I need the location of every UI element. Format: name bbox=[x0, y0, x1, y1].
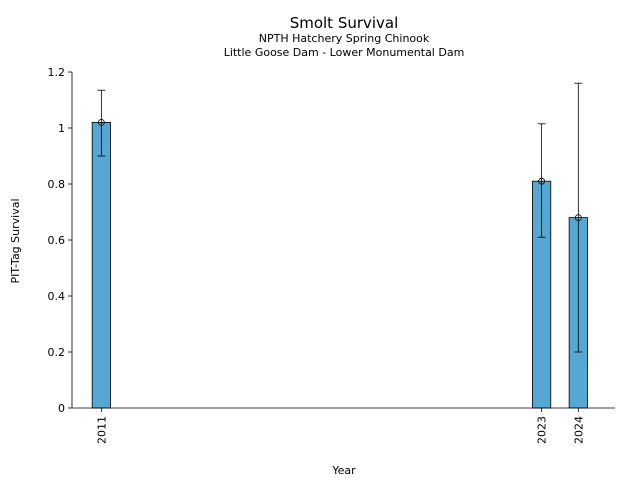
x-ticks-group: 2011 2023 2024 bbox=[95, 408, 585, 444]
y-tick-label: 0.6 bbox=[48, 234, 66, 247]
error-bars-group bbox=[97, 82, 583, 353]
y-tick-label: 0.8 bbox=[48, 178, 66, 191]
y-axis-label: PIT-Tag Survival bbox=[9, 198, 22, 283]
chart-title: Smolt Survival bbox=[290, 14, 399, 32]
y-tick-label: 0.2 bbox=[48, 346, 66, 359]
error-bar-2011 bbox=[97, 89, 106, 157]
chart-subtitle-line-1: NPTH Hatchery Spring Chinook bbox=[259, 32, 430, 45]
y-tick-label: 1 bbox=[58, 122, 65, 135]
x-axis-label: Year bbox=[331, 464, 356, 477]
x-tick-label: 2024 bbox=[572, 416, 585, 444]
x-tick-label: 2011 bbox=[95, 416, 108, 444]
y-ticks-group: 0 0.2 0.4 0.6 0.8 1 1.2 bbox=[48, 66, 72, 415]
x-tick-label: 2023 bbox=[536, 416, 549, 444]
y-tick-label: 0.4 bbox=[48, 290, 66, 303]
chart-subtitle-line-2: Little Goose Dam - Lower Monumental Dam bbox=[224, 46, 465, 59]
point-marker-2023 bbox=[538, 177, 546, 185]
error-bar-2024 bbox=[574, 82, 583, 353]
point-marker-2024 bbox=[574, 214, 582, 222]
point-marker-2011 bbox=[97, 119, 105, 126]
bar-2011 bbox=[91, 122, 111, 409]
y-tick-label: 1.2 bbox=[48, 66, 66, 79]
error-bar-2023 bbox=[537, 123, 546, 238]
bars-group bbox=[91, 122, 588, 409]
y-tick-label: 0 bbox=[58, 402, 65, 415]
